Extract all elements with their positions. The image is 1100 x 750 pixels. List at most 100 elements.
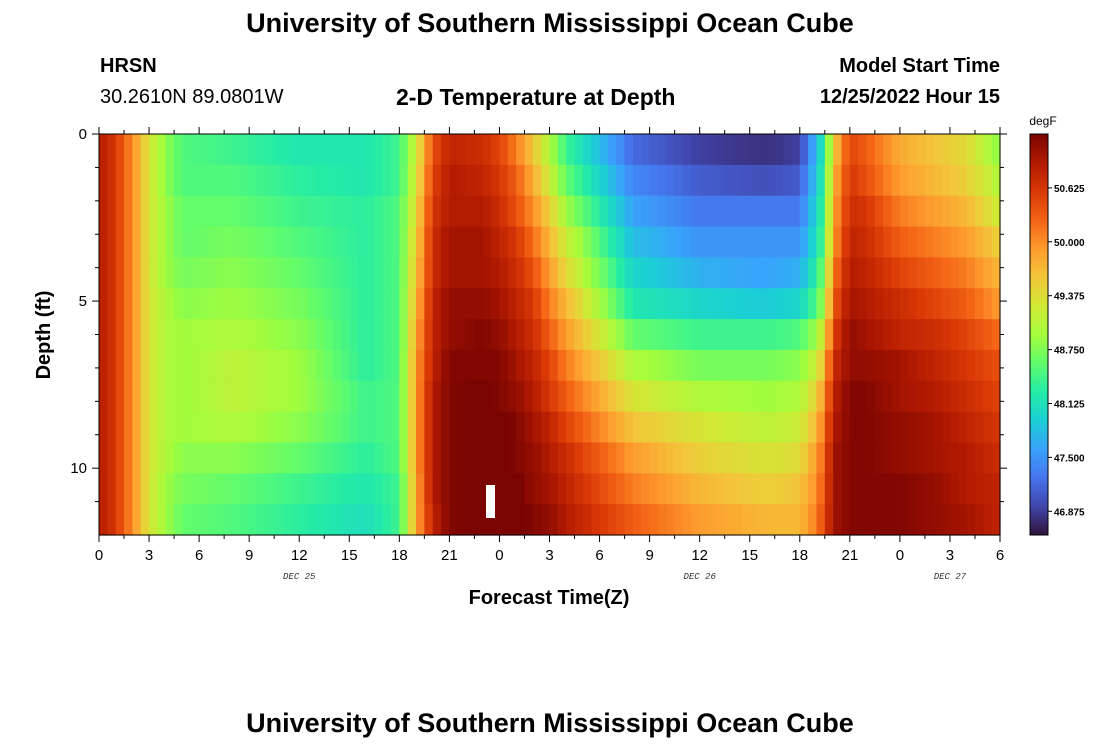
day-label: DEC 25 [283,572,316,582]
heatmap-cell [274,349,284,382]
heatmap-cell [749,473,759,505]
heatmap-cell [949,288,959,320]
heatmap-cell [799,380,809,413]
heatmap-cell [716,195,726,228]
heatmap-cell [466,411,476,444]
heatmap-cell [315,473,325,505]
heatmap-cell [766,319,776,351]
heatmap-cell [549,504,559,536]
heatmap-cell [958,442,968,474]
heatmap-cell [682,442,692,474]
heatmap-cell [833,164,843,197]
station-coordinates: 30.2610N 89.0801W [100,86,284,108]
heatmap-cell [624,288,634,320]
heatmap-cell [933,411,943,444]
heatmap-cell [416,411,425,444]
heatmap-cell [908,504,918,536]
heatmap-cell [599,504,609,536]
heatmap-cell [641,319,651,351]
heatmap-cell [274,288,284,320]
heatmap-cell [407,195,417,228]
heatmap-cell [315,319,325,351]
heatmap-cell [174,504,184,536]
heatmap-cell [449,164,459,197]
heatmap-cell [841,257,851,289]
heatmap-cell [666,319,676,351]
heatmap-cell [207,319,217,351]
heatmap-cell [407,411,417,444]
heatmap-cell [99,442,108,474]
heatmap-cell [441,442,450,474]
heatmap-cell [365,442,375,474]
heatmap-cell [566,164,576,197]
heatmap-cell [274,257,284,289]
heatmap-cell [808,442,818,474]
heatmap-cell [974,134,984,166]
heatmap-cell [874,411,884,444]
colorbar-tick-label: 50.000 [1054,238,1085,249]
heatmap-cell [232,442,242,474]
heatmap-cell [557,504,567,536]
heatmap-cell [749,134,759,166]
heatmap-cell [499,226,509,258]
x-tick-label: 12 [291,547,308,564]
x-tick-label: 21 [841,547,858,564]
heatmap-cell [432,504,442,536]
heatmap-cell [632,226,642,258]
heatmap-cell [791,349,801,382]
heatmap-cell [516,195,526,228]
heatmap-cell [632,134,642,166]
heatmap-cell [582,473,592,505]
heatmap-cell [816,257,826,289]
heatmap-cell [933,195,943,228]
heatmap-cell [833,226,843,258]
heatmap-cell [824,164,834,197]
heatmap-cell [933,257,943,289]
heatmap-cell [749,380,759,413]
heatmap-cell [983,319,993,351]
heatmap-cell [866,473,876,505]
heatmap-cell [616,319,626,351]
heatmap-cell [624,226,634,258]
heatmap-cell [474,164,484,197]
heatmap-cell [207,504,217,536]
heatmap-cell [791,411,801,444]
heatmap-cell [883,411,893,444]
heatmap-cell [441,195,450,228]
heatmap-cell [833,442,843,474]
heatmap-cell [340,134,350,166]
heatmap-cell [908,164,918,197]
heatmap-cell [349,319,359,351]
heatmap-cell [657,257,667,289]
heatmap-cell [674,473,684,505]
heatmap-cell [399,226,409,258]
heatmap-cell [733,473,742,505]
heatmap-cell [974,349,984,382]
heatmap-cell [349,226,359,258]
heatmap-cell [140,504,150,536]
heatmap-cell [699,134,709,166]
heatmap-cell [357,380,367,413]
heatmap-cell [916,288,926,320]
heatmap-cell [574,380,584,413]
heatmap-cell [958,164,968,197]
colorbar-tick-label: 50.625 [1054,184,1085,195]
heatmap-cell [299,319,309,351]
heatmap-cell [132,288,142,320]
heatmap-cell [774,504,784,536]
heatmap-cell [457,195,467,228]
heatmap-cell [974,226,984,258]
heatmap-cell [382,473,392,505]
heatmap-cell [357,319,367,351]
heatmap-cell [758,134,767,166]
heatmap-cell [499,411,509,444]
heatmap-cell [874,134,884,166]
heatmap-cell [240,349,250,382]
heatmap-cell [199,257,209,289]
heatmap-cell [491,349,501,382]
heatmap-cell [899,257,909,289]
heatmap-cell [407,504,417,536]
heatmap-cell [332,411,342,444]
heatmap-cell [974,195,984,228]
heatmap-cell [883,380,893,413]
